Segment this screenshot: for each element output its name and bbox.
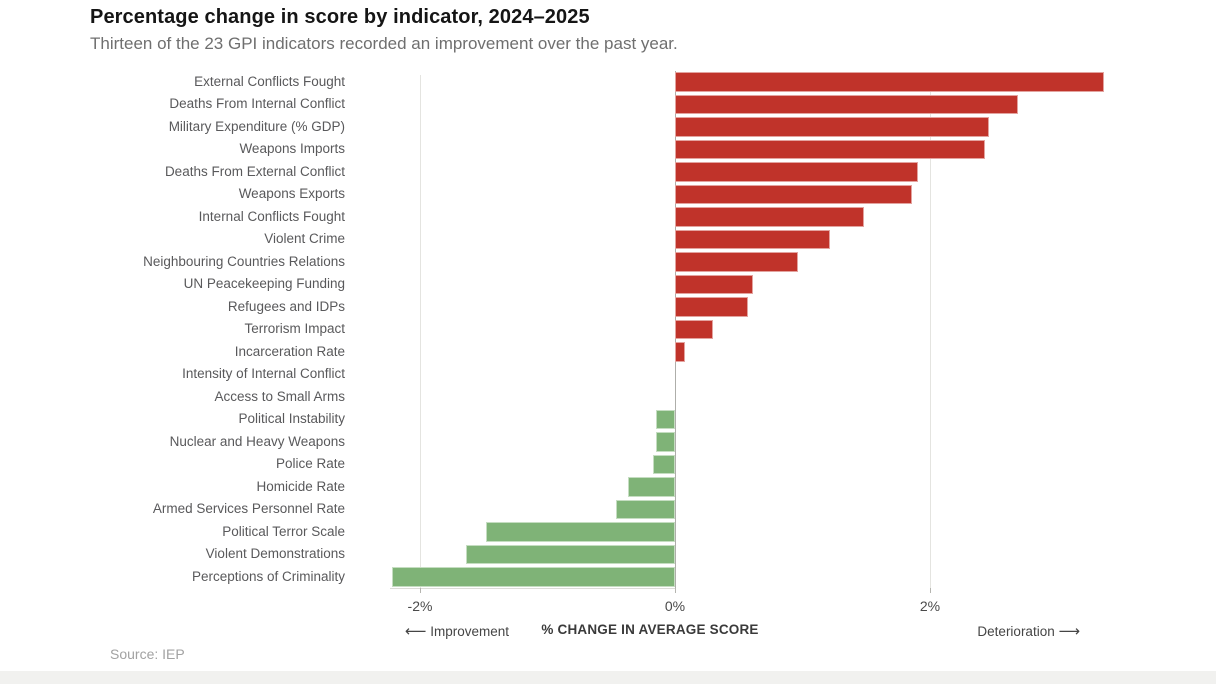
category-label: Neighbouring Countries Relations xyxy=(143,253,345,269)
bar xyxy=(675,342,686,362)
bar xyxy=(627,477,675,497)
bar xyxy=(675,72,1104,92)
category-label: Terrorism Impact xyxy=(244,321,345,336)
right-arrow-icon: ⟶ xyxy=(1058,623,1080,640)
bar xyxy=(675,297,748,317)
x-tick-label-plus2: 2% xyxy=(919,598,941,614)
axis-tick-minus2 xyxy=(420,588,421,593)
category-label: UN Peacekeeping Funding xyxy=(183,276,345,291)
bar xyxy=(675,319,714,339)
category-label: External Conflicts Fought xyxy=(194,73,345,89)
category-label: Political Instability xyxy=(238,411,345,426)
category-label: Weapons Imports xyxy=(239,141,345,156)
chart-subtitle: Thirteen of the 23 GPI indicators record… xyxy=(90,34,678,53)
bar xyxy=(655,432,675,452)
bar xyxy=(675,229,830,249)
category-label: Deaths From External Conflict xyxy=(164,163,345,179)
category-label: Nuclear and Heavy Weapons xyxy=(169,433,345,449)
gridline-minus2 xyxy=(420,75,421,591)
chart-title: Percentage change in score by indicator,… xyxy=(90,6,590,28)
category-label: Access to Small Arms xyxy=(214,388,345,404)
category-label: Internal Conflicts Fought xyxy=(198,208,345,224)
bar xyxy=(675,162,919,182)
category-label: Weapons Exports xyxy=(238,186,345,201)
bar xyxy=(466,544,675,564)
bar xyxy=(675,274,754,294)
x-axis-title: % CHANGE IN AVERAGE SCORE xyxy=(541,622,759,637)
category-label: Police Rate xyxy=(275,456,345,471)
category-label: Refugees and IDPs xyxy=(227,298,345,314)
category-label: Armed Services Personnel Rate xyxy=(152,501,345,516)
gridline-plus2 xyxy=(930,75,931,591)
axis-annotations: ⟵ Improvement % CHANGE IN AVERAGE SCORE … xyxy=(0,622,1216,640)
category-label: Incarceration Rate xyxy=(234,343,345,359)
category-label: Political Terror Scale xyxy=(222,523,345,539)
bar xyxy=(675,184,912,204)
category-label: Violent Crime xyxy=(264,231,345,246)
bar xyxy=(675,139,985,159)
category-label: Military Expenditure (% GDP) xyxy=(168,118,345,134)
x-tick-label-zero: 0% xyxy=(664,598,686,614)
deterioration-label: Deterioration xyxy=(977,624,1055,639)
category-label: Deaths From Internal Conflict xyxy=(169,96,345,111)
improvement-direction: ⟵ Improvement xyxy=(405,622,509,640)
deterioration-direction: Deterioration ⟶ xyxy=(977,622,1080,640)
bar xyxy=(485,522,675,542)
bar xyxy=(653,454,675,474)
bottom-axis-line xyxy=(390,588,676,589)
axis-tick-zero xyxy=(675,588,676,593)
category-label: Homicide Rate xyxy=(256,478,345,494)
source-note: Source: IEP xyxy=(110,646,185,662)
improvement-label: Improvement xyxy=(430,624,510,639)
bar xyxy=(616,499,675,519)
bar xyxy=(675,207,865,227)
axis-tick-plus2 xyxy=(930,588,931,593)
category-label: Intensity of Internal Conflict xyxy=(182,366,345,381)
bar xyxy=(392,567,675,587)
bar xyxy=(675,117,989,137)
bar xyxy=(675,252,798,272)
left-arrow-icon: ⟵ xyxy=(405,623,427,640)
x-tick-label-minus2: -2% xyxy=(407,598,433,614)
bar xyxy=(655,409,675,429)
bar xyxy=(675,94,1019,114)
category-label: Perceptions of Criminality xyxy=(191,568,345,584)
bottom-strip xyxy=(0,671,1216,684)
category-label: Violent Demonstrations xyxy=(205,546,345,561)
